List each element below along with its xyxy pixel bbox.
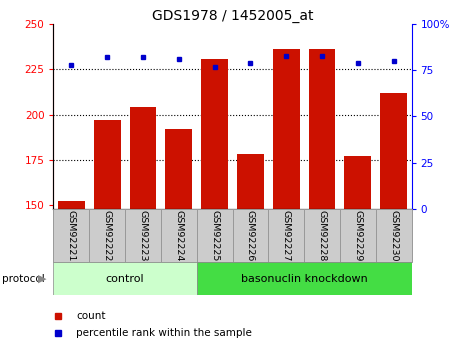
Text: protocol: protocol — [2, 274, 45, 284]
Text: GSM92230: GSM92230 — [389, 210, 398, 262]
Text: GSM92225: GSM92225 — [210, 210, 219, 262]
Title: GDS1978 / 1452005_at: GDS1978 / 1452005_at — [152, 9, 313, 23]
Bar — [273, 49, 299, 209]
Bar — [340, 209, 376, 262]
Text: count: count — [76, 311, 106, 321]
Text: GSM92224: GSM92224 — [174, 210, 183, 262]
Text: ▶: ▶ — [38, 274, 46, 284]
Bar — [304, 209, 340, 262]
Bar — [237, 155, 264, 209]
Bar — [201, 59, 228, 209]
Bar — [166, 129, 192, 209]
Text: GSM92229: GSM92229 — [353, 210, 362, 262]
Bar — [94, 120, 120, 209]
Text: GSM92223: GSM92223 — [139, 210, 147, 262]
Text: GSM92228: GSM92228 — [318, 210, 326, 262]
Bar — [268, 209, 304, 262]
Text: GSM92221: GSM92221 — [67, 210, 76, 262]
Bar — [232, 209, 268, 262]
Text: control: control — [106, 274, 145, 284]
Bar — [161, 209, 197, 262]
Bar — [345, 156, 371, 209]
Bar — [197, 209, 232, 262]
Bar — [309, 49, 335, 209]
Bar — [197, 262, 412, 295]
Bar — [58, 201, 85, 209]
Text: GSM92222: GSM92222 — [103, 210, 112, 262]
Bar — [53, 262, 197, 295]
Bar — [53, 209, 89, 262]
Bar — [130, 107, 156, 209]
Bar — [89, 209, 125, 262]
Text: percentile rank within the sample: percentile rank within the sample — [76, 328, 252, 338]
Text: GSM92226: GSM92226 — [246, 210, 255, 262]
Bar — [125, 209, 161, 262]
Text: basonuclin knockdown: basonuclin knockdown — [241, 274, 367, 284]
Bar — [376, 209, 412, 262]
Text: GSM92227: GSM92227 — [282, 210, 291, 262]
Bar — [380, 93, 407, 209]
